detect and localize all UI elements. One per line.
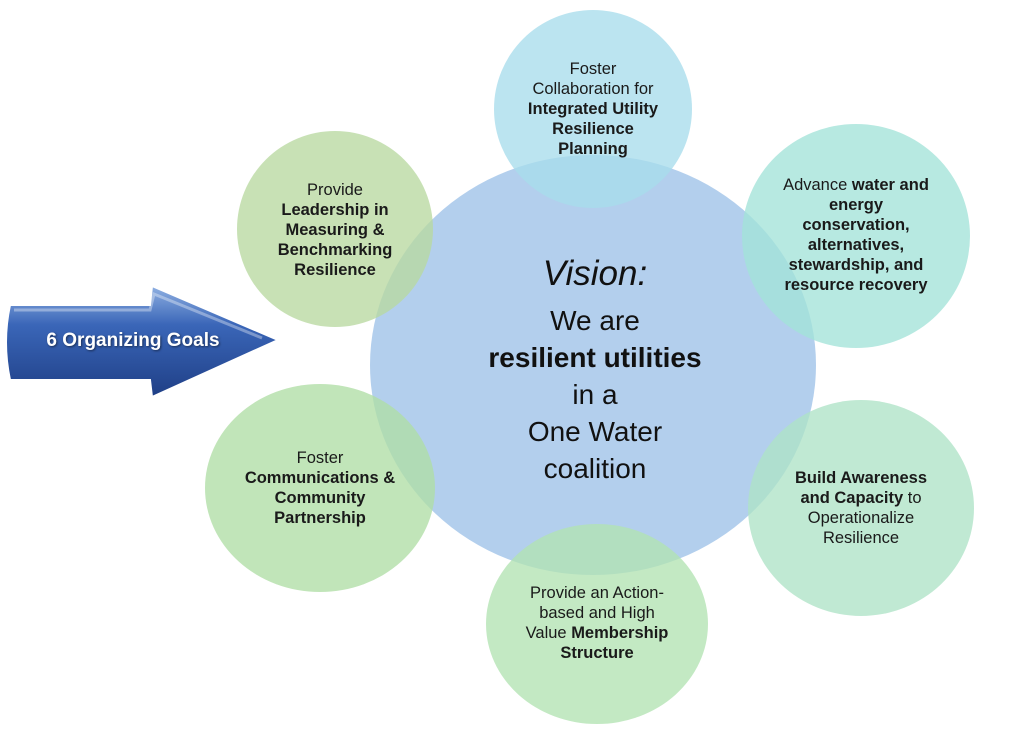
goal-awareness-post: to Operationalize Resilience	[807, 489, 922, 547]
goal-circle-awareness	[748, 400, 974, 616]
goal-leadership-pre: Provide	[307, 181, 363, 199]
goal-circle-water	[742, 124, 970, 348]
goal-circle-membership	[486, 524, 708, 724]
goal-circle-leadership	[237, 131, 433, 327]
vision-line-1: We are	[550, 305, 640, 336]
goal-membership-bold: Membership Structure	[560, 624, 669, 662]
vision-line-5: coalition	[543, 453, 647, 484]
goal-membership-pre: Provide an Action-based and High Value	[525, 584, 664, 642]
goal-text-awareness: Build Awareness and Capacity to Operatio…	[782, 456, 940, 560]
goal-collaboration-pre: Foster Collaboration for	[532, 60, 654, 98]
goal-circle-communications	[205, 384, 435, 592]
vision-circle	[370, 155, 816, 575]
goal-awareness-bold: Build Awareness and Capacity	[794, 469, 928, 507]
arrow-label: 6 Organizing Goals	[46, 330, 220, 351]
goal-text-water: Advance water and energy conservation, a…	[778, 162, 934, 308]
goal-text-membership: Provide an Action-based and High Value M…	[522, 570, 672, 676]
vision-text: Vision: We are resilient utilities in a …	[440, 250, 750, 487]
vision-line-4: One Water	[527, 416, 663, 447]
goal-water-bold: water and energy conservation, alternati…	[784, 176, 929, 294]
goal-communications-bold: Communications & Community Partnership	[244, 469, 396, 527]
goal-text-communications: Foster Communications & Community Partne…	[238, 440, 402, 536]
goal-water-pre: Advance	[783, 176, 852, 194]
vision-title: Vision:	[542, 254, 648, 293]
goal-text-collaboration: Foster Collaboration for Integrated Util…	[524, 48, 662, 170]
arrow-shape	[5, 284, 281, 399]
goal-leadership-bold: Leadership in Measuring & Benchmarking R…	[277, 201, 393, 279]
vision-line-3: in a	[572, 379, 618, 410]
goal-text-leadership: Provide Leadership in Measuring & Benchm…	[262, 172, 408, 288]
goal-collaboration-bold: Integrated Utility Resilience Planning	[527, 100, 659, 158]
vision-line-2: resilient utilities	[488, 342, 702, 373]
goal-circle-collaboration	[494, 10, 692, 208]
goal-communications-pre: Foster	[296, 449, 344, 467]
